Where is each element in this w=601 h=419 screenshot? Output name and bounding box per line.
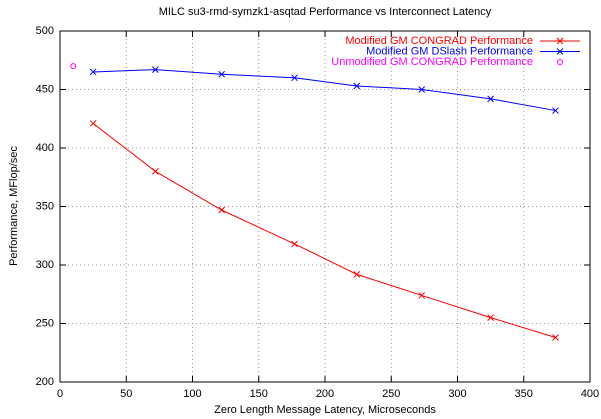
point-marker: [487, 314, 494, 322]
y-tick-label: 450: [36, 83, 54, 95]
chart-title: MILC su3-rmd-symzk1-asqtad Performance v…: [159, 6, 492, 18]
y-tick-label: 300: [36, 259, 54, 271]
legend-marker: [557, 59, 563, 65]
point-marker: [418, 86, 426, 93]
point-marker: [291, 74, 298, 82]
point-marker: [291, 240, 298, 248]
x-tick-label: 100: [183, 388, 201, 400]
point-marker: [552, 107, 559, 114]
legend-marker: [556, 37, 564, 45]
series-line: [93, 69, 556, 112]
x-tick-label: 150: [250, 388, 268, 400]
point-marker: [487, 95, 494, 103]
point-marker: [70, 63, 77, 70]
x-tick-label: 400: [581, 388, 599, 400]
y-tick-label: 200: [36, 376, 54, 388]
y-tick-label: 250: [36, 317, 54, 329]
x-tick-label: 350: [515, 388, 533, 400]
x-axis-label: Zero Length Message Latency, Microsecond…: [214, 404, 436, 416]
point-marker: [218, 206, 226, 214]
y-tick-label: 400: [36, 142, 54, 154]
y-axis-label: Performance, MFlop/sec: [8, 146, 20, 266]
point-marker: [89, 120, 97, 127]
x-tick-label: 300: [448, 388, 466, 400]
point-marker: [353, 82, 361, 90]
plot-frame: [59, 30, 591, 383]
y-tick-label: 500: [36, 25, 54, 37]
legend-marker: [556, 48, 564, 55]
series-line: [92, 123, 556, 339]
point-marker: [152, 66, 159, 73]
point-marker: [89, 68, 97, 76]
point-marker: [418, 292, 426, 299]
point-marker: [152, 168, 159, 175]
x-tick-label: 50: [120, 388, 132, 400]
point-marker: [353, 271, 361, 278]
x-tick-label: 0: [57, 388, 63, 400]
point-marker: [552, 334, 559, 341]
point-marker: [218, 70, 226, 78]
legend-label: Unmodified GM CONGRAD Performance: [331, 56, 533, 68]
x-tick-label: 200: [316, 388, 334, 400]
x-tick-label: 250: [382, 388, 400, 400]
y-tick-label: 350: [36, 200, 54, 212]
legend-label: Modified GM CONGRAD Performance: [345, 35, 533, 47]
legend-label: Modified GM DSlash Performance: [366, 45, 533, 57]
